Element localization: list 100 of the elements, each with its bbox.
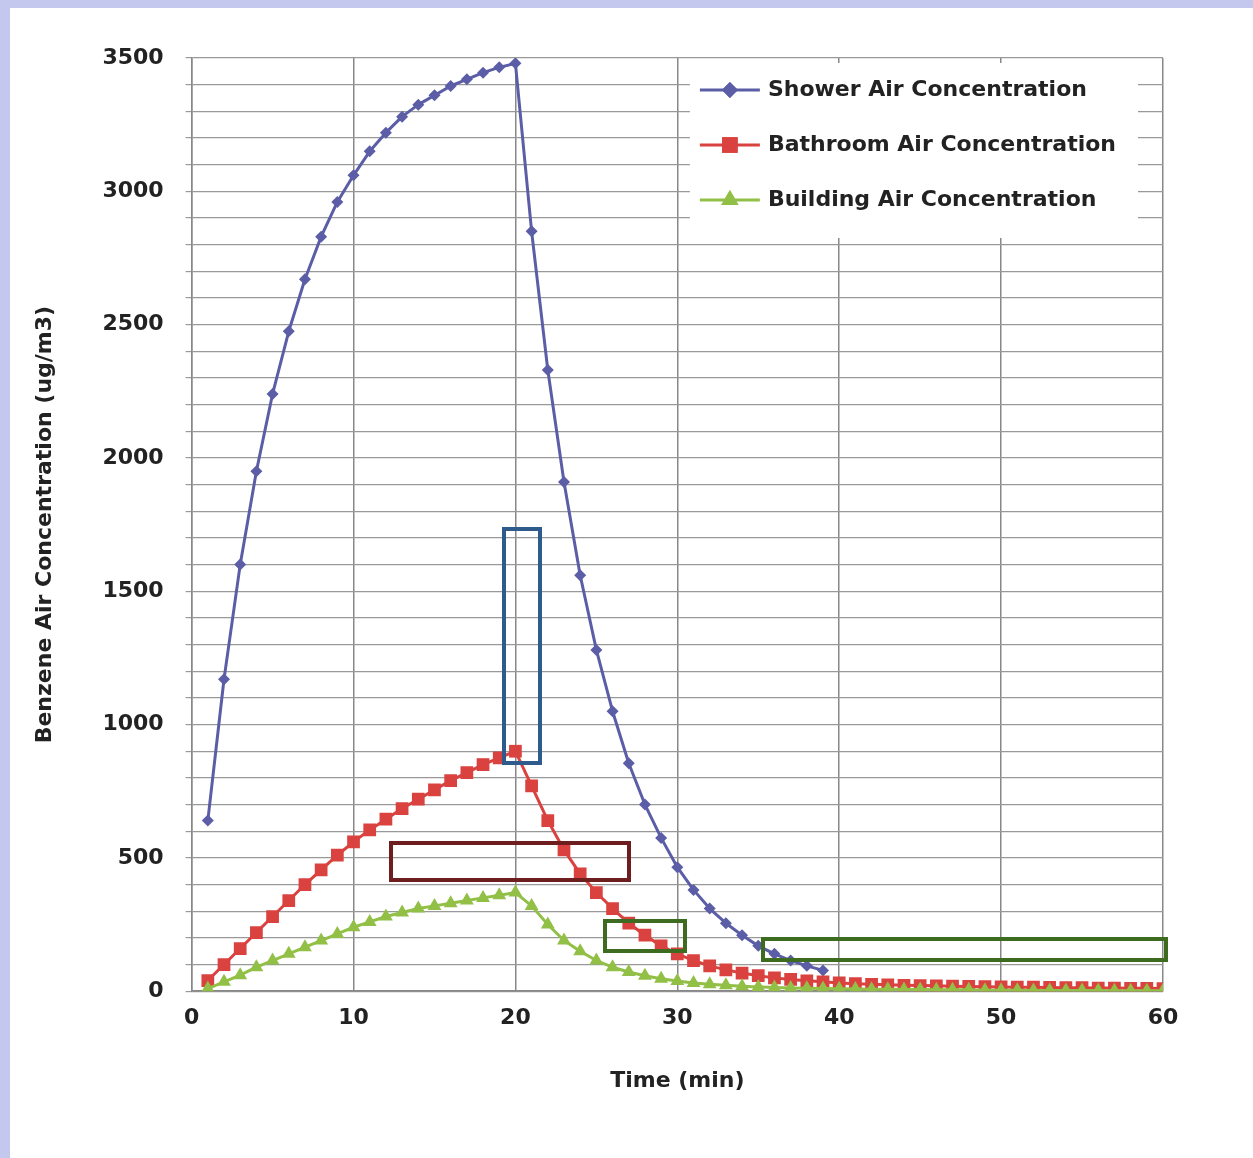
point (460, 73, 473, 86)
point (363, 145, 376, 158)
point (687, 883, 700, 896)
point (443, 895, 458, 908)
point (282, 325, 295, 338)
point (540, 916, 555, 929)
point (687, 954, 700, 967)
point (395, 904, 410, 917)
point (347, 835, 360, 849)
point (703, 959, 717, 973)
point (703, 902, 716, 915)
point (266, 910, 279, 923)
point (298, 878, 312, 891)
point (250, 465, 263, 478)
point (590, 643, 603, 656)
point (751, 978, 766, 991)
point (412, 98, 425, 111)
point (606, 902, 619, 915)
point (314, 863, 328, 877)
point (524, 897, 539, 910)
point (638, 928, 652, 942)
point (557, 475, 570, 488)
point (411, 900, 426, 913)
point (201, 814, 214, 827)
point (347, 169, 360, 182)
point (557, 932, 571, 945)
point (590, 886, 603, 899)
point (655, 831, 668, 844)
point (459, 892, 474, 905)
point (817, 964, 830, 977)
point (298, 939, 312, 952)
x-tick-label: 10 (338, 1004, 369, 1030)
point (477, 66, 490, 79)
point (702, 976, 717, 989)
point (346, 919, 361, 932)
point (541, 363, 554, 376)
x-tick-label: 50 (985, 1004, 1017, 1030)
x-tick-label: 30 (662, 1004, 693, 1030)
point (718, 977, 733, 990)
point (234, 558, 247, 571)
point (605, 959, 620, 972)
y-tick-label: 3500 (102, 43, 164, 69)
point (315, 230, 328, 243)
point (719, 917, 732, 930)
point (249, 959, 264, 972)
point (525, 225, 538, 238)
point (767, 979, 782, 992)
x-axis-title: Time (min) (610, 1066, 745, 1092)
legend-label: Bathroom Air Concentration (767, 130, 1116, 156)
point (250, 926, 263, 939)
point (606, 705, 619, 718)
point (266, 387, 279, 400)
point (509, 58, 522, 70)
point (233, 942, 247, 955)
y-tick-label: 0 (148, 976, 164, 1002)
point (525, 779, 538, 793)
y-tick-label: 3000 (102, 177, 164, 203)
point (330, 848, 344, 862)
y-tick-label: 500 (117, 843, 164, 869)
point (736, 929, 749, 942)
point (751, 969, 765, 983)
y-tick-label: 1000 (102, 710, 164, 736)
point (638, 798, 651, 811)
point (379, 812, 393, 826)
point (573, 943, 588, 956)
point (509, 744, 522, 758)
point (622, 757, 635, 770)
point (670, 973, 685, 986)
point (444, 774, 458, 787)
x-tick-label: 20 (500, 1004, 531, 1030)
point (508, 884, 523, 897)
point (218, 673, 231, 686)
legend-label: Shower Air Concentration (767, 75, 1087, 101)
point (671, 861, 684, 874)
point (411, 792, 425, 806)
point (427, 897, 442, 910)
point (217, 958, 231, 971)
y-tick-label: 2000 (102, 443, 164, 469)
point (298, 273, 311, 286)
point (428, 89, 441, 102)
point (396, 110, 409, 123)
point (574, 569, 587, 582)
point (460, 766, 474, 779)
point (217, 973, 231, 986)
point (331, 195, 344, 208)
point (330, 925, 345, 938)
point (476, 889, 490, 902)
point (589, 952, 604, 965)
point (379, 126, 392, 139)
x-tick-label: 40 (823, 1004, 855, 1030)
point (282, 894, 296, 907)
point (428, 783, 441, 797)
point (476, 758, 490, 771)
x-tick-label: 0 (183, 1004, 200, 1030)
point (378, 908, 393, 921)
point (638, 967, 652, 980)
point (395, 802, 409, 815)
legend-label: Building Air Concentration (767, 185, 1097, 211)
point (492, 887, 507, 900)
point (493, 61, 506, 74)
